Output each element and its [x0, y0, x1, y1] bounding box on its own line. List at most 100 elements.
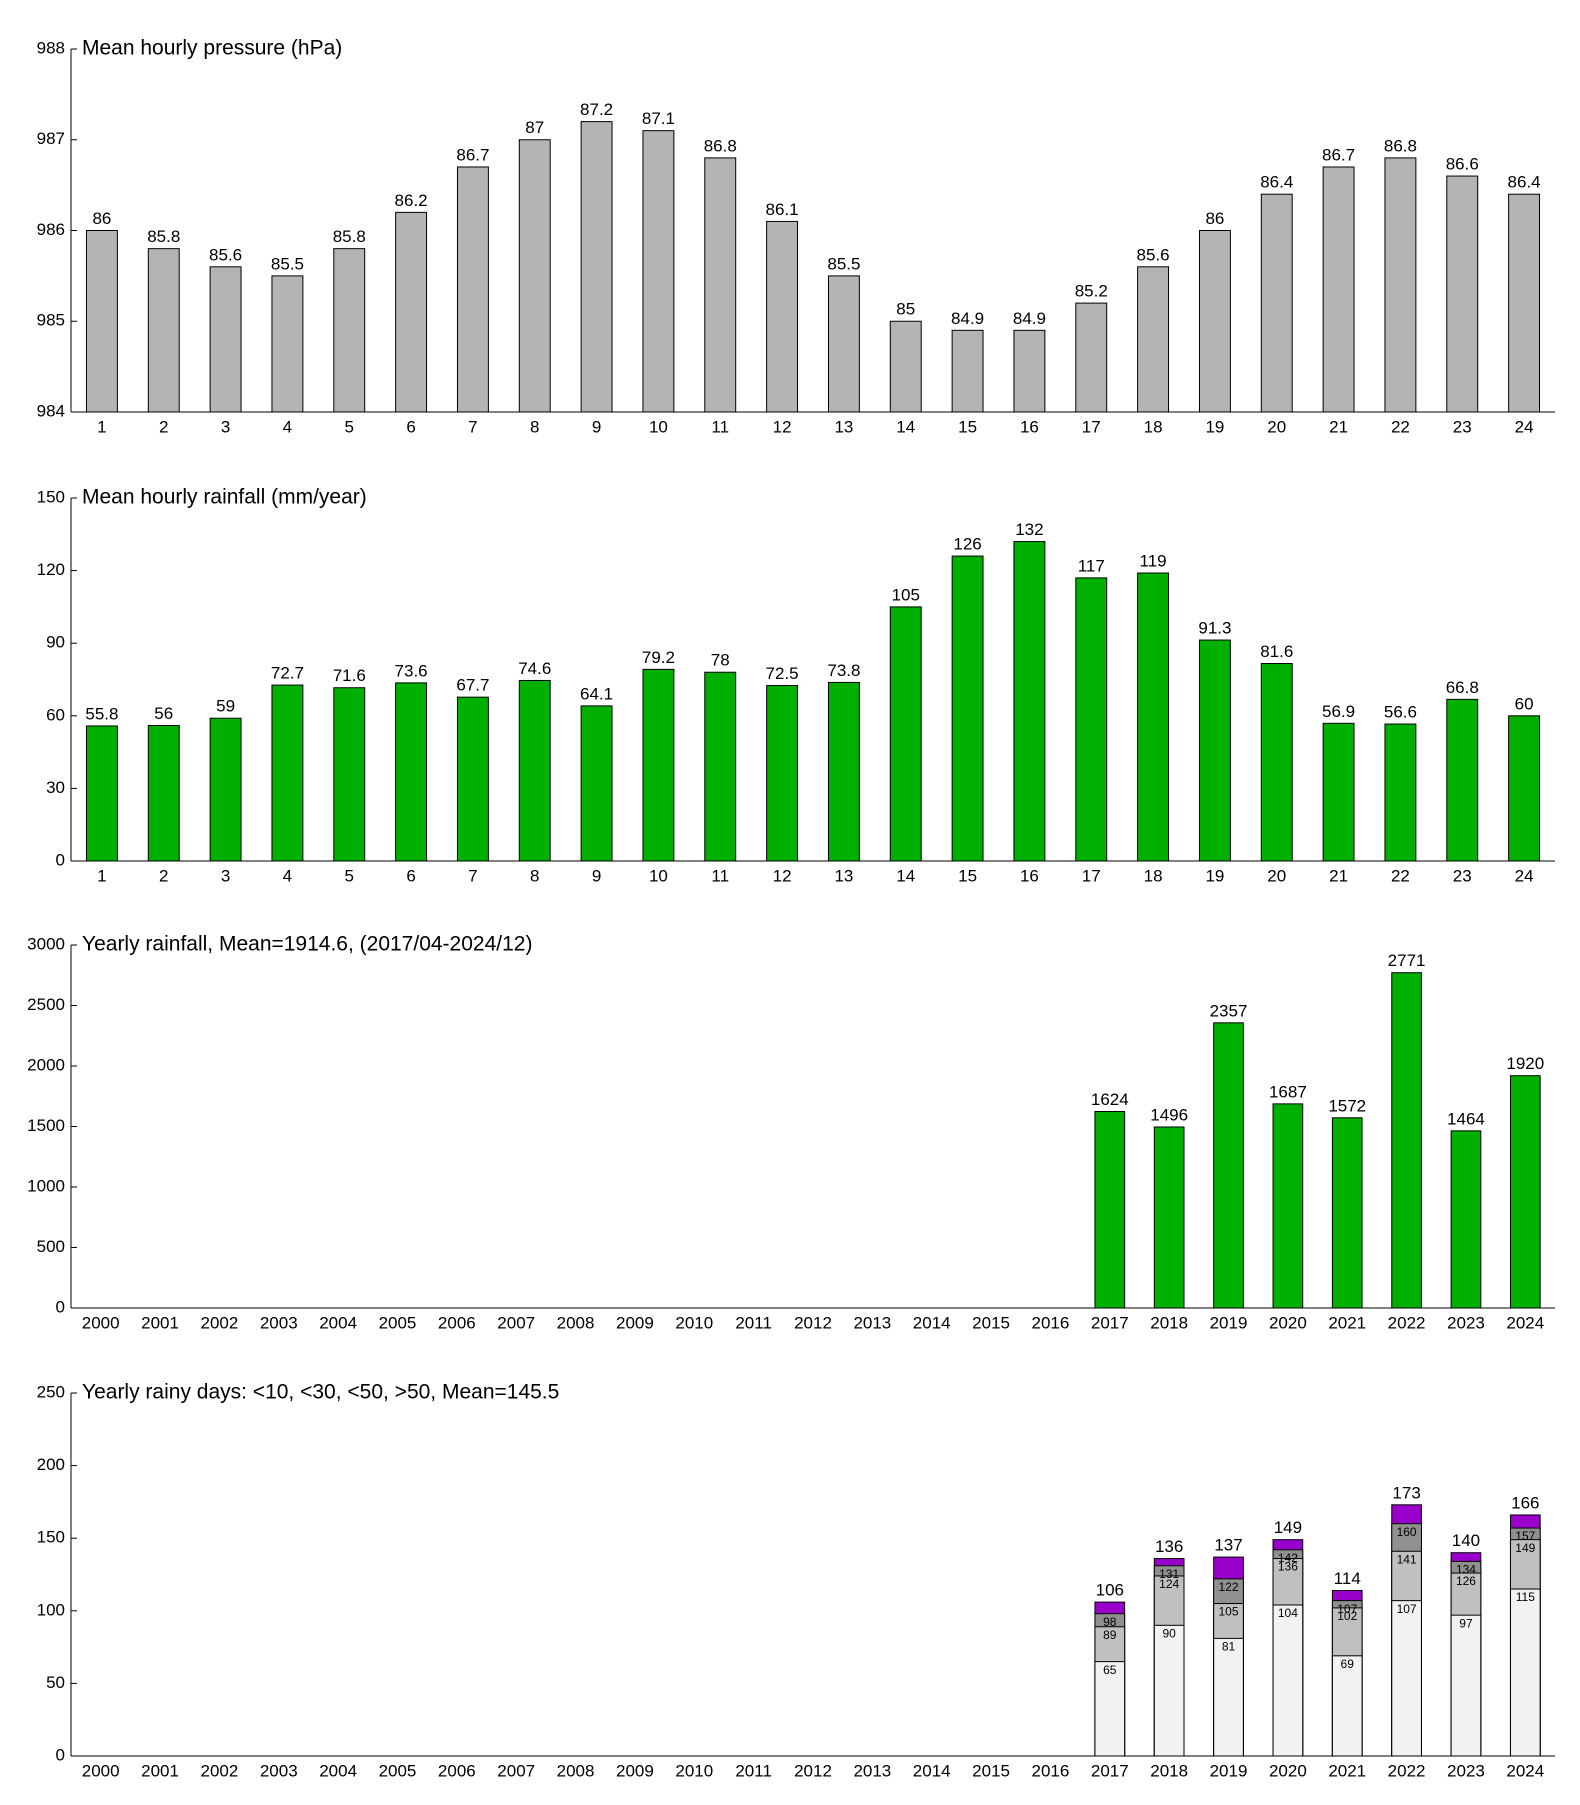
- y-tick-label: 0: [56, 850, 65, 869]
- x-tick-label: 2004: [319, 1761, 357, 1780]
- bar-segment: [1213, 1637, 1244, 1757]
- data-label: 64.1: [580, 684, 613, 703]
- bar: [951, 555, 984, 862]
- x-tick-label: 2019: [1210, 1313, 1248, 1332]
- chart-title: Mean hourly pressure (hPa): [82, 37, 342, 60]
- x-tick-label: 7: [468, 866, 477, 885]
- x-tick-label: 2023: [1447, 1313, 1485, 1332]
- bar: [1013, 329, 1046, 413]
- segment-label: 131: [1159, 1567, 1179, 1581]
- x-tick-label: 2013: [853, 1761, 891, 1780]
- data-label: 85.8: [147, 227, 180, 246]
- bar: [827, 681, 860, 862]
- y-tick-label: 100: [37, 1600, 65, 1619]
- bar: [518, 679, 551, 862]
- segment-label: 134: [1456, 1563, 1476, 1577]
- x-tick-label: 3: [221, 866, 230, 885]
- bar: [1137, 266, 1170, 413]
- bar: [1153, 1126, 1185, 1309]
- data-label: 2771: [1388, 951, 1426, 970]
- x-tick-label: 13: [834, 417, 853, 436]
- bar: [1508, 715, 1541, 862]
- x-tick-label: 2001: [141, 1761, 179, 1780]
- bar: [395, 211, 428, 413]
- x-tick-label: 20: [1267, 866, 1286, 885]
- x-tick-label: 2005: [379, 1761, 417, 1780]
- x-tick-label: 5: [345, 417, 354, 436]
- x-tick-label: 2009: [616, 1313, 654, 1332]
- x-tick-label: 17: [1082, 866, 1101, 885]
- data-label: 1624: [1091, 1090, 1129, 1109]
- y-tick-label: 984: [37, 401, 65, 420]
- bar: [147, 724, 180, 862]
- x-tick-label: 24: [1515, 866, 1534, 885]
- x-tick-label: 5: [345, 866, 354, 885]
- data-label: 85.5: [271, 254, 304, 273]
- y-tick-label: 2500: [27, 995, 65, 1014]
- x-tick-label: 2003: [260, 1313, 298, 1332]
- bar: [271, 684, 304, 862]
- x-tick-label: 2010: [675, 1761, 713, 1780]
- x-tick-label: 2004: [319, 1313, 357, 1332]
- bar: [209, 717, 242, 862]
- data-label: 86.7: [456, 145, 489, 164]
- bar: [704, 157, 737, 413]
- x-tick-label: 2: [159, 866, 168, 885]
- bar-segment: [1450, 1614, 1482, 1757]
- y-tick-label: 50: [46, 1673, 65, 1692]
- y-tick-label: 120: [37, 560, 65, 579]
- bar: [1260, 193, 1293, 413]
- segment-label: 122: [1219, 1580, 1239, 1594]
- data-label: 71.6: [333, 666, 366, 685]
- data-label: 87: [525, 118, 544, 137]
- data-label: 91.3: [1198, 619, 1231, 638]
- y-tick-label: 988: [37, 38, 65, 57]
- x-tick-label: 19: [1205, 417, 1224, 436]
- segment-label: 81: [1222, 1640, 1236, 1654]
- data-label: 73.8: [827, 661, 860, 680]
- segment-label: 65: [1103, 1663, 1117, 1677]
- x-tick-label: 12: [773, 417, 792, 436]
- bar: [456, 166, 489, 413]
- segment-label: 115: [1516, 1590, 1535, 1604]
- x-tick-label: 2022: [1388, 1313, 1426, 1332]
- x-tick-label: 2008: [557, 1761, 595, 1780]
- x-tick-label: 1: [97, 417, 106, 436]
- x-tick-label: 2017: [1091, 1313, 1129, 1332]
- x-tick-label: 2012: [794, 1761, 832, 1780]
- segment-label: 107: [1397, 1602, 1417, 1616]
- data-label: 86.1: [766, 200, 799, 219]
- data-label: 1496: [1150, 1105, 1188, 1124]
- segment-label: 157: [1515, 1529, 1535, 1543]
- data-label: 78: [711, 651, 730, 670]
- bar: [518, 139, 551, 413]
- bar: [456, 696, 489, 862]
- bar-segment: [1153, 1624, 1185, 1757]
- x-tick-label: 20: [1267, 417, 1286, 436]
- y-tick-label: 250: [37, 1382, 65, 1401]
- data-label: 136: [1155, 1537, 1183, 1556]
- x-tick-label: 9: [592, 417, 601, 436]
- x-tick-label: 8: [530, 417, 539, 436]
- data-label: 132: [1015, 520, 1043, 539]
- data-label: 1572: [1328, 1096, 1366, 1115]
- bar: [766, 220, 799, 413]
- bar: [1260, 663, 1293, 862]
- x-tick-label: 2000: [82, 1761, 120, 1780]
- x-tick-label: 2007: [497, 1313, 535, 1332]
- x-tick-label: 2014: [913, 1761, 951, 1780]
- x-tick-label: 6: [406, 866, 415, 885]
- x-tick-label: 2012: [794, 1313, 832, 1332]
- x-tick-label: 6: [406, 417, 415, 436]
- bar: [209, 266, 242, 413]
- bar: [1322, 166, 1355, 413]
- bar: [1322, 722, 1355, 862]
- data-label: 86.2: [395, 191, 428, 210]
- bar: [1094, 1110, 1126, 1309]
- segment-label: 89: [1103, 1628, 1117, 1642]
- bar: [580, 705, 613, 862]
- data-label: 84.9: [951, 309, 984, 328]
- x-tick-label: 2020: [1269, 1313, 1307, 1332]
- segment-label: 107: [1337, 1602, 1357, 1616]
